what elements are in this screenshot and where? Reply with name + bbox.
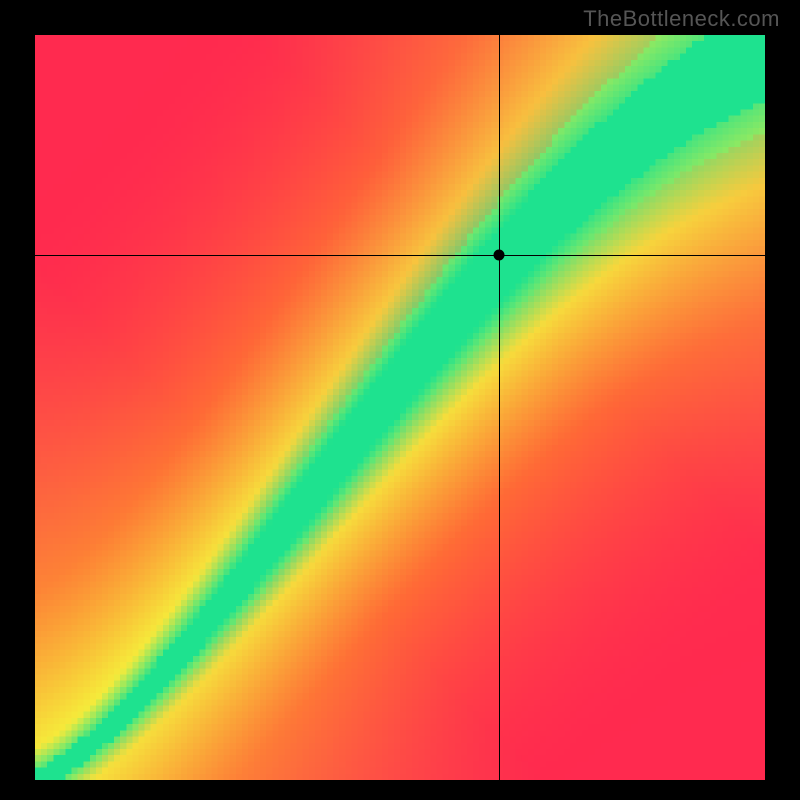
plot-area [35,35,765,780]
crosshair-vertical [499,35,500,780]
chart-container: TheBottleneck.com [0,0,800,800]
crosshair-marker [493,249,504,260]
crosshair-horizontal [35,255,765,256]
heatmap-canvas [35,35,765,780]
watermark-text: TheBottleneck.com [583,6,780,32]
